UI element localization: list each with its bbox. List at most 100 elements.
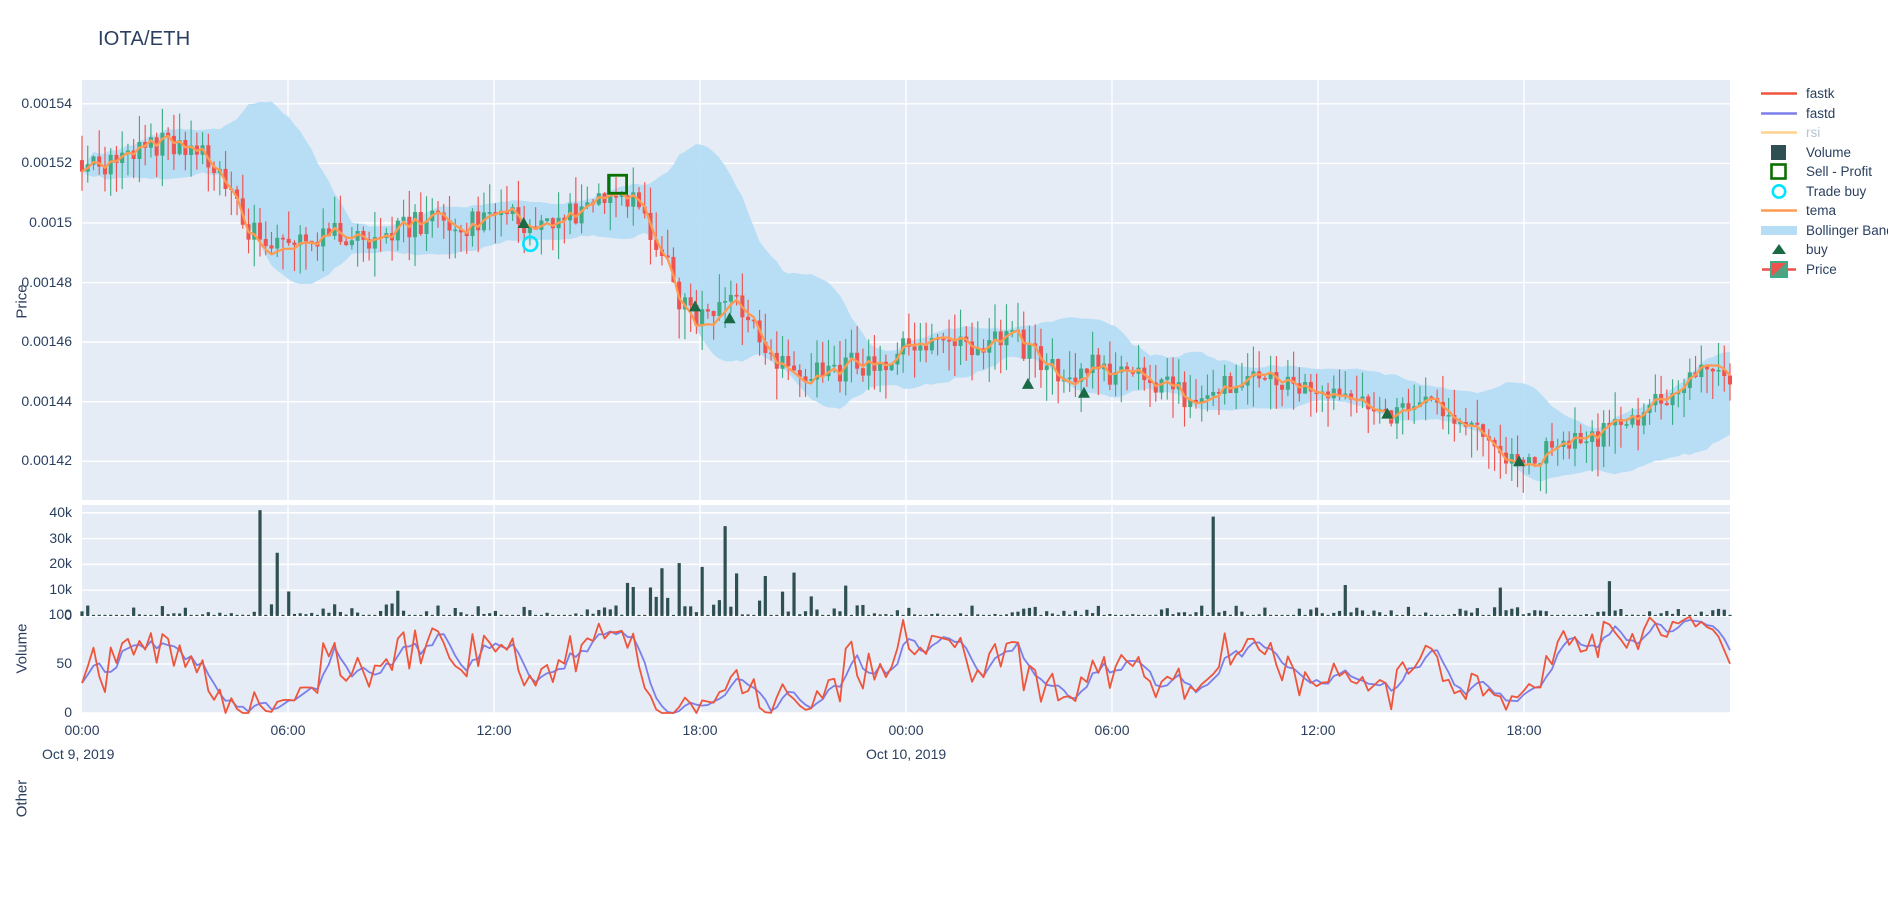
legend-item[interactable]: fastd xyxy=(1758,104,1886,124)
volume-bar xyxy=(401,610,406,616)
volume-bar xyxy=(1010,612,1014,616)
candle-body xyxy=(1113,372,1118,385)
volume-bar xyxy=(1682,614,1686,616)
volume-bar xyxy=(103,614,107,616)
volume-bar xyxy=(976,614,980,616)
volume-bar xyxy=(849,614,854,616)
candle-body xyxy=(1090,354,1095,374)
volume-bar xyxy=(1561,614,1566,616)
volume-bar xyxy=(1326,614,1330,616)
volume-bar xyxy=(775,614,779,616)
volume-bar xyxy=(757,600,762,616)
legend-item[interactable]: buy xyxy=(1758,240,1886,260)
volume-bar xyxy=(1556,614,1560,616)
candle-body xyxy=(1544,441,1549,464)
volume-bar xyxy=(780,591,785,616)
candle-body xyxy=(1446,415,1451,417)
volume-bar xyxy=(964,614,968,616)
volume-bar xyxy=(1286,614,1290,616)
volume-bar xyxy=(625,582,630,616)
volume-bar xyxy=(1590,614,1594,616)
legend-item-label: rsi xyxy=(1806,125,1821,141)
legend-item[interactable]: Volume xyxy=(1758,143,1886,163)
x-tick-label: 06:00 xyxy=(270,722,306,738)
legend-item[interactable]: Sell - Profit xyxy=(1758,162,1886,182)
legend-item[interactable]: tema xyxy=(1758,201,1886,221)
buy-marker-icon[interactable] xyxy=(723,312,736,324)
volume-bar xyxy=(1240,611,1244,616)
volume-bar xyxy=(1584,614,1589,616)
volume-bar xyxy=(717,600,721,616)
y-tick-label-other: 50 xyxy=(56,654,72,671)
volume-bar xyxy=(350,608,354,616)
legend-item-label: buy xyxy=(1806,242,1828,258)
volume-bar xyxy=(1263,607,1267,616)
buy-marker-icon[interactable] xyxy=(517,216,530,228)
volume-bar xyxy=(1108,613,1112,616)
candle-body xyxy=(1710,368,1715,372)
candle-body xyxy=(160,132,165,156)
candle-body xyxy=(550,218,555,229)
legend-line-icon xyxy=(1758,104,1800,123)
volume-bar xyxy=(1670,613,1675,616)
legend-band-icon xyxy=(1758,221,1800,240)
x-tick-label: 12:00 xyxy=(476,722,512,738)
candle-body xyxy=(303,234,308,242)
volume-bar xyxy=(195,614,199,616)
volume-bar xyxy=(660,568,664,616)
legend-item-label: Price xyxy=(1806,261,1837,277)
volume-bar xyxy=(855,605,859,616)
legend-item[interactable]: fastk xyxy=(1758,84,1886,104)
volume-bar xyxy=(292,613,297,616)
legend-item[interactable]: Trade buy xyxy=(1758,182,1886,202)
volume-bar xyxy=(683,606,687,616)
volume-bar xyxy=(1613,610,1617,616)
volume-bar xyxy=(1481,614,1485,616)
volume-bar xyxy=(373,614,377,616)
volume-bar xyxy=(172,613,176,616)
volume-bar xyxy=(872,613,877,616)
candle-body xyxy=(1222,376,1227,394)
candle-body xyxy=(700,309,705,326)
candle-body xyxy=(257,222,263,240)
volume-bar xyxy=(884,614,888,616)
volume-bar xyxy=(470,614,475,616)
volume-bar xyxy=(1257,614,1261,616)
volume-bar xyxy=(798,614,802,616)
volume-bar xyxy=(1165,608,1169,616)
buy-marker-icon[interactable] xyxy=(1513,455,1526,467)
volume-bar xyxy=(1527,613,1531,616)
volume-bar xyxy=(821,614,825,616)
candle-body xyxy=(1727,375,1733,385)
candle-body xyxy=(1159,379,1164,393)
volume-bar xyxy=(1452,614,1456,616)
volume-bar xyxy=(585,609,589,616)
legend-item[interactable]: Bollinger Band xyxy=(1758,221,1888,241)
candle-body xyxy=(924,345,929,351)
volume-bar xyxy=(126,614,130,616)
buy-marker-icon[interactable] xyxy=(1021,377,1034,389)
legend-item[interactable]: rsi xyxy=(1758,123,1886,143)
volume-bar xyxy=(1596,611,1600,616)
buy-marker-icon[interactable] xyxy=(689,300,702,312)
volume-bar xyxy=(579,614,584,616)
legend-item[interactable]: Price xyxy=(1758,260,1886,280)
volume-bar xyxy=(648,587,653,616)
volume-bar xyxy=(1515,607,1520,616)
volume-bar xyxy=(120,614,124,616)
volume-bar xyxy=(356,612,360,616)
volume-bar xyxy=(1441,614,1445,616)
trade-buy-marker-icon[interactable] xyxy=(521,235,539,253)
buy-marker-icon[interactable] xyxy=(1077,386,1090,398)
volume-bar xyxy=(1154,614,1158,616)
sell-profit-marker-icon[interactable] xyxy=(607,173,628,195)
buy-marker-icon[interactable] xyxy=(1381,407,1394,419)
x-tick-label: 12:00 xyxy=(1300,722,1336,738)
x-tick-label: 00:00 xyxy=(888,722,924,738)
y-tick-label-other: 100 xyxy=(48,605,72,622)
candle-body xyxy=(1636,415,1641,426)
x-tick-label: 18:00 xyxy=(1506,722,1542,738)
legend-triangle-up-icon xyxy=(1758,240,1800,259)
candle-body xyxy=(1044,365,1049,371)
candle-body xyxy=(1280,384,1285,390)
